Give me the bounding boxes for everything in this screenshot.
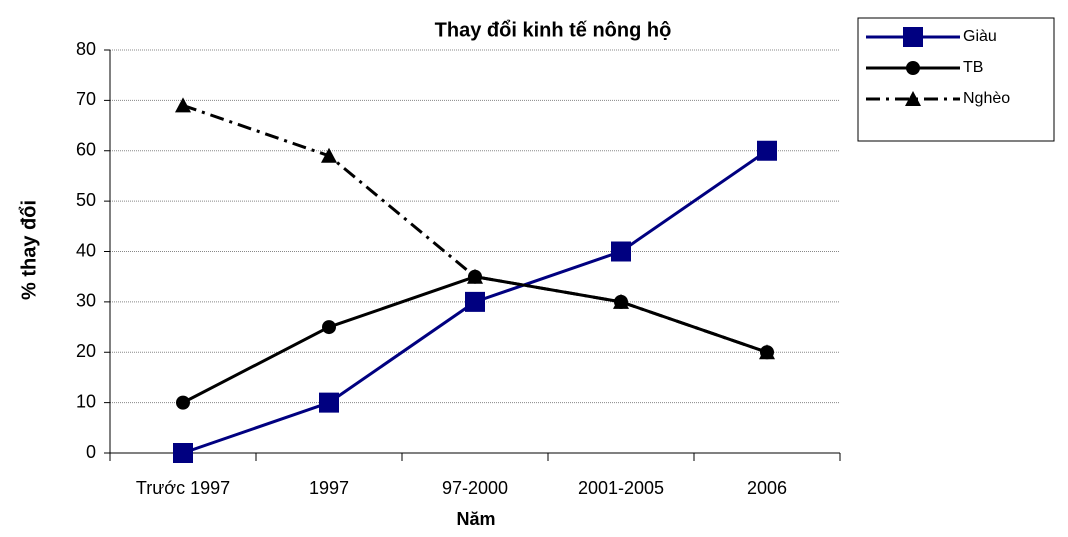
- point: [175, 97, 191, 113]
- y-tick-label: 70: [76, 89, 96, 109]
- point: [757, 140, 777, 161]
- point: [759, 344, 775, 360]
- point: [173, 443, 193, 463]
- point: [176, 395, 190, 410]
- y-tick-label: 40: [76, 240, 96, 260]
- point: [467, 268, 483, 284]
- legend-label: TB: [963, 59, 983, 76]
- legend-marker: [906, 61, 920, 75]
- legend-label: Giàu: [963, 28, 997, 45]
- point: [465, 291, 485, 312]
- y-tick-label: 0: [86, 442, 96, 462]
- point: [322, 320, 336, 335]
- y-tick-label: 20: [76, 341, 96, 361]
- x-tick-label: 1997: [309, 478, 349, 498]
- y-tick-label: 60: [76, 140, 96, 160]
- x-axis-label: Năm: [456, 509, 495, 529]
- point: [611, 241, 631, 262]
- y-tick-label: 50: [76, 190, 96, 210]
- y-tick-label: 30: [76, 291, 96, 311]
- x-tick-label: 2001-2005: [578, 478, 664, 498]
- point: [321, 147, 337, 163]
- x-tick-label: 97-2000: [442, 478, 508, 498]
- x-tick-label: 2006: [747, 478, 787, 498]
- point: [319, 392, 339, 413]
- line: [182, 103, 768, 354]
- legend-marker: [905, 91, 921, 106]
- legend-marker: [903, 27, 923, 47]
- legend-label: Nghèo: [963, 90, 1010, 107]
- point: [613, 293, 629, 309]
- y-tick-label: 80: [76, 39, 96, 59]
- x-tick-label: Trước 1997: [136, 478, 230, 498]
- y-tick-label: 10: [76, 391, 96, 411]
- y-axis-label: % thay đổi: [18, 200, 40, 300]
- chart-title: Thay đổi kinh tế nông hộ: [435, 19, 672, 41]
